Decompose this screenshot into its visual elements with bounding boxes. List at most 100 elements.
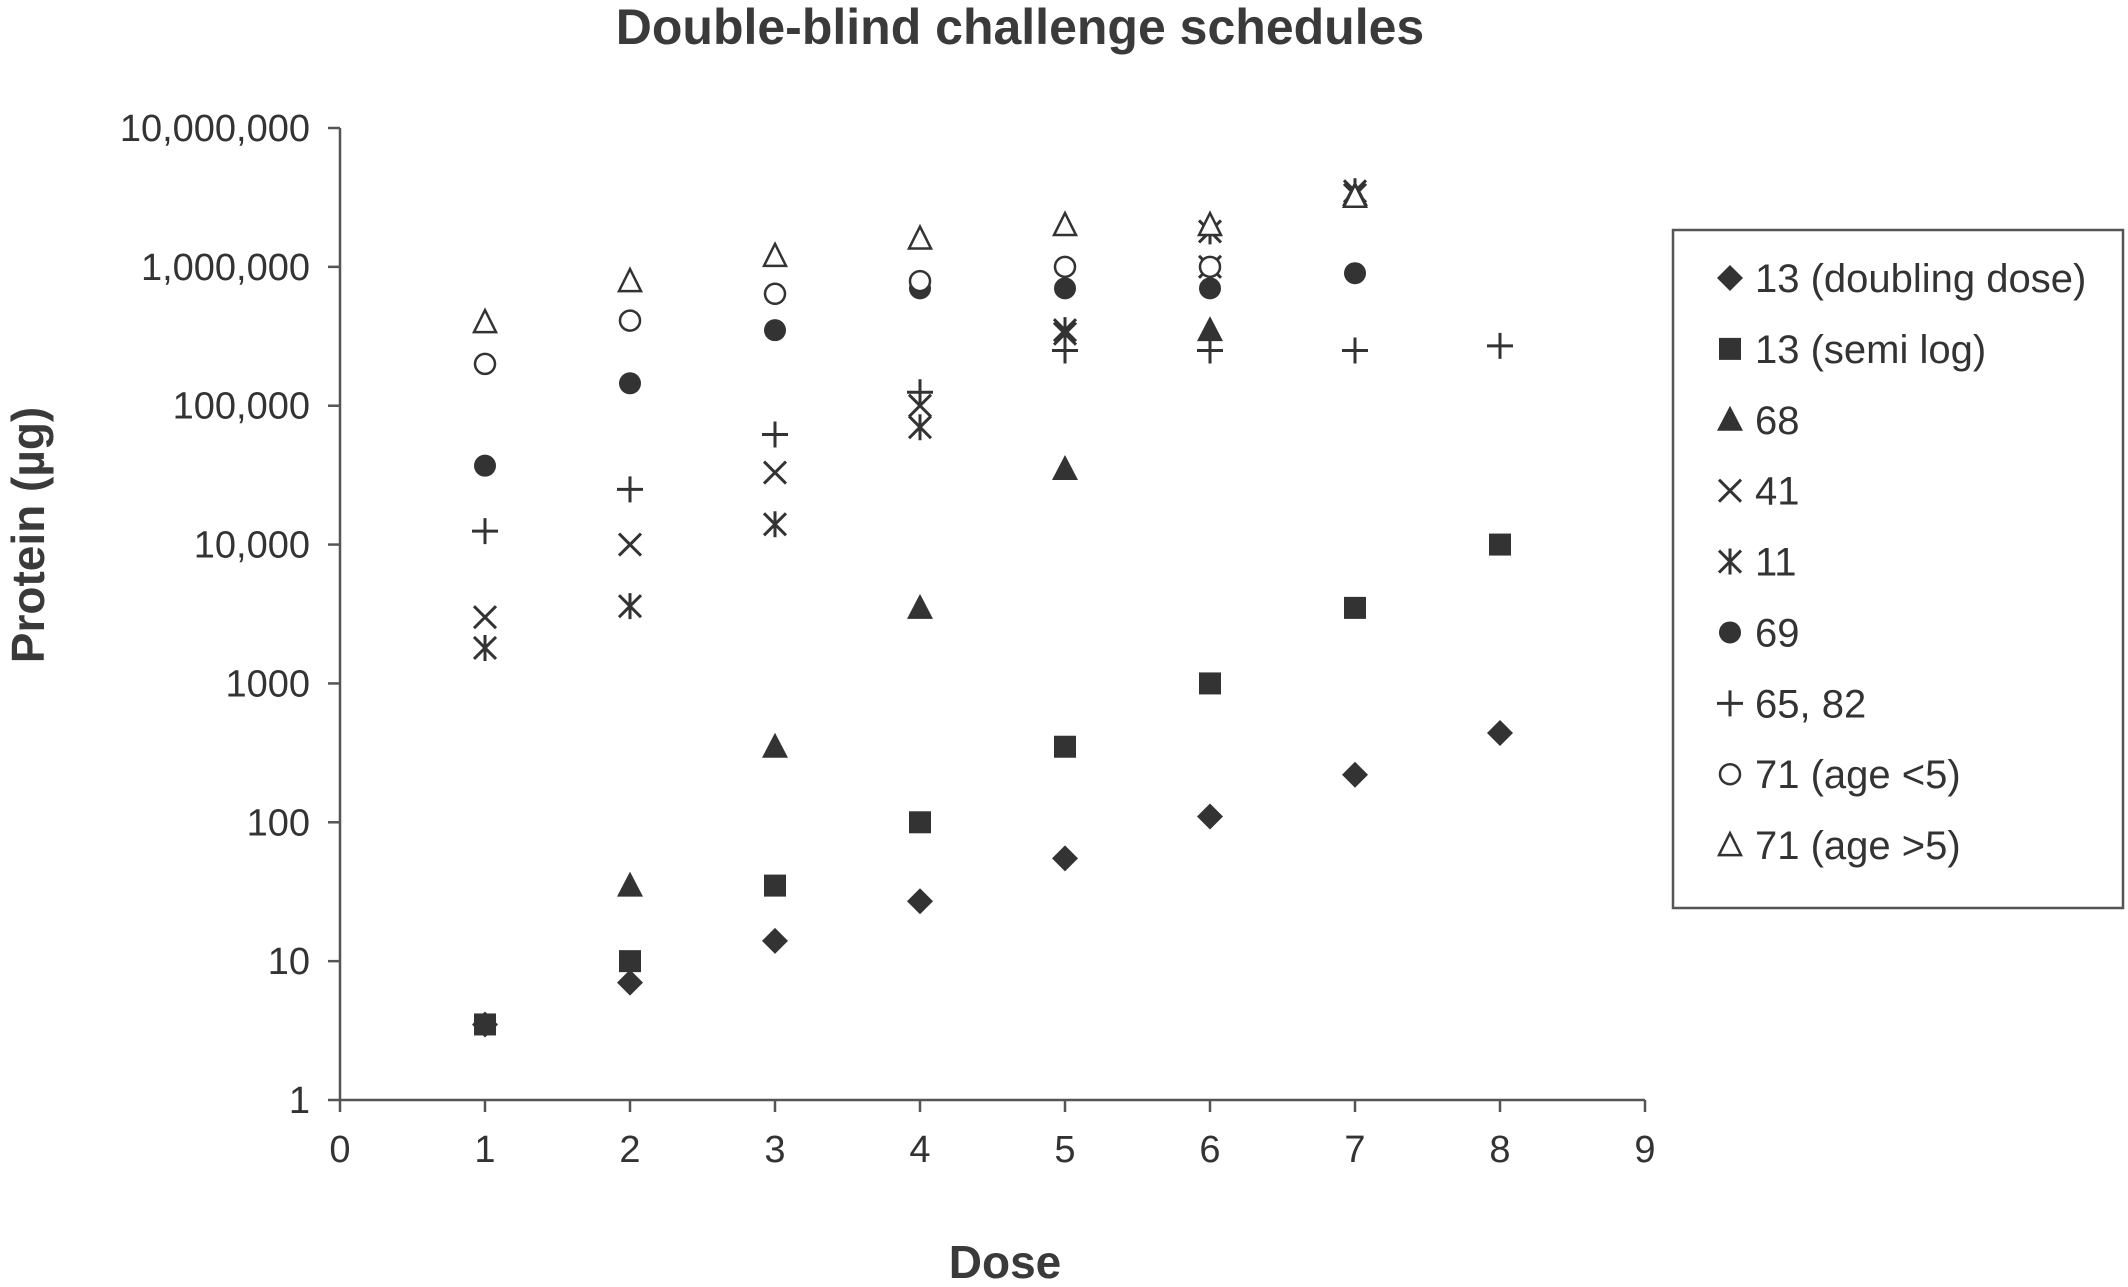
data-point xyxy=(1342,337,1368,364)
legend-label: 65, 82 xyxy=(1755,682,1866,726)
data-point xyxy=(1487,719,1513,746)
series-8 xyxy=(471,181,1369,334)
data-point xyxy=(907,888,933,915)
data-point xyxy=(617,969,643,996)
data-point xyxy=(907,393,933,418)
data-point xyxy=(617,593,643,620)
data-point xyxy=(762,732,788,758)
legend-label: 69 xyxy=(1755,611,1800,655)
data-point xyxy=(472,634,498,661)
y-tick-label: 100 xyxy=(247,802,310,844)
data-point xyxy=(764,319,786,342)
data-point xyxy=(762,460,788,485)
x-tick-label: 7 xyxy=(1344,1129,1365,1171)
series-2 xyxy=(617,180,1368,897)
series-1 xyxy=(474,533,1511,1036)
data-point xyxy=(762,511,788,538)
data-point xyxy=(619,950,641,973)
data-point xyxy=(1053,255,1077,279)
tick-marks xyxy=(328,126,1647,1112)
legend-label: 11 xyxy=(1755,541,1797,585)
data-points xyxy=(471,178,1513,1038)
data-point xyxy=(1197,337,1223,364)
x-tick-label: 8 xyxy=(1489,1129,1510,1171)
data-point xyxy=(1199,277,1221,300)
chart-title: Double-blind challenge schedules xyxy=(616,0,1424,55)
data-point xyxy=(1197,316,1223,342)
y-tick-label: 1 xyxy=(289,1080,310,1122)
series-5 xyxy=(474,262,1366,477)
data-point xyxy=(906,223,934,250)
legend-label: 41 xyxy=(1755,470,1800,514)
y-axis-label: Protein (µg) xyxy=(2,407,54,663)
legend-marker xyxy=(1719,621,1741,644)
data-point xyxy=(1199,672,1221,695)
data-point xyxy=(907,414,933,441)
data-point xyxy=(908,269,932,293)
tick-labels: 0 1 2 3 4 5 6 7 8 9110100100010,000100,0001,000,0… xyxy=(120,108,1656,1171)
data-point xyxy=(1198,255,1222,279)
legend-marker xyxy=(1717,405,1743,431)
data-point xyxy=(1487,332,1513,359)
data-point xyxy=(1052,337,1078,364)
legend-marker xyxy=(1719,337,1741,360)
data-point xyxy=(1342,761,1368,788)
legend-label: 68 xyxy=(1755,399,1800,443)
data-point xyxy=(617,871,643,897)
series-7 xyxy=(473,255,1222,376)
data-point xyxy=(1197,803,1223,830)
data-point xyxy=(1489,533,1511,556)
data-point xyxy=(761,241,789,268)
y-tick-label: 1,000,000 xyxy=(141,247,310,289)
x-tick-label: 0 xyxy=(329,1129,350,1171)
data-point xyxy=(617,532,643,557)
x-tick-label: 4 xyxy=(909,1129,930,1171)
data-point xyxy=(1052,455,1078,481)
y-tick-label: 10,000,000 xyxy=(120,108,310,150)
y-tick-label: 10,000 xyxy=(194,525,310,567)
series-3 xyxy=(472,182,1368,630)
data-point xyxy=(762,927,788,954)
x-tick-label: 3 xyxy=(764,1129,785,1171)
data-point xyxy=(762,421,788,448)
y-tick-label: 10 xyxy=(268,941,310,983)
legend-box xyxy=(1671,228,2125,910)
series-6 xyxy=(472,332,1513,545)
y-tick-label: 100,000 xyxy=(173,386,310,428)
data-point xyxy=(907,593,933,619)
legend-label: 71 (age <5) xyxy=(1755,753,1961,797)
data-point xyxy=(471,307,499,334)
data-point xyxy=(616,266,644,293)
y-tick-label: 1000 xyxy=(225,663,310,705)
data-point xyxy=(1341,181,1369,208)
data-point xyxy=(1344,262,1366,285)
data-point xyxy=(1344,596,1366,619)
data-point xyxy=(1054,277,1076,300)
data-point xyxy=(907,379,933,406)
legend: 13 (doubling dose) 13 (semi log) 68 41 11 69 6… xyxy=(1671,228,2125,910)
data-point xyxy=(1052,845,1078,872)
data-point xyxy=(618,309,642,332)
x-tick-label: 6 xyxy=(1199,1129,1220,1171)
data-point xyxy=(1054,735,1076,758)
data-point xyxy=(619,372,641,395)
data-point xyxy=(617,476,643,503)
data-point xyxy=(474,1013,496,1036)
legend-marker xyxy=(1717,478,1743,503)
legend-marker xyxy=(1717,690,1743,717)
legend-label: 13 (semi log) xyxy=(1755,328,1986,372)
x-tick-label: 1 xyxy=(474,1129,495,1171)
data-point xyxy=(1196,210,1224,237)
data-point xyxy=(472,518,498,545)
data-point xyxy=(1051,210,1079,237)
legend-marker xyxy=(1717,265,1743,291)
series-4 xyxy=(472,178,1368,661)
data-point xyxy=(472,605,498,630)
legend-marker xyxy=(1717,548,1743,575)
x-tick-label: 2 xyxy=(619,1129,640,1171)
data-point xyxy=(909,811,931,834)
legend-marker xyxy=(1718,762,1742,786)
x-tick-label: 9 xyxy=(1634,1129,1655,1171)
axes xyxy=(338,128,1645,1102)
